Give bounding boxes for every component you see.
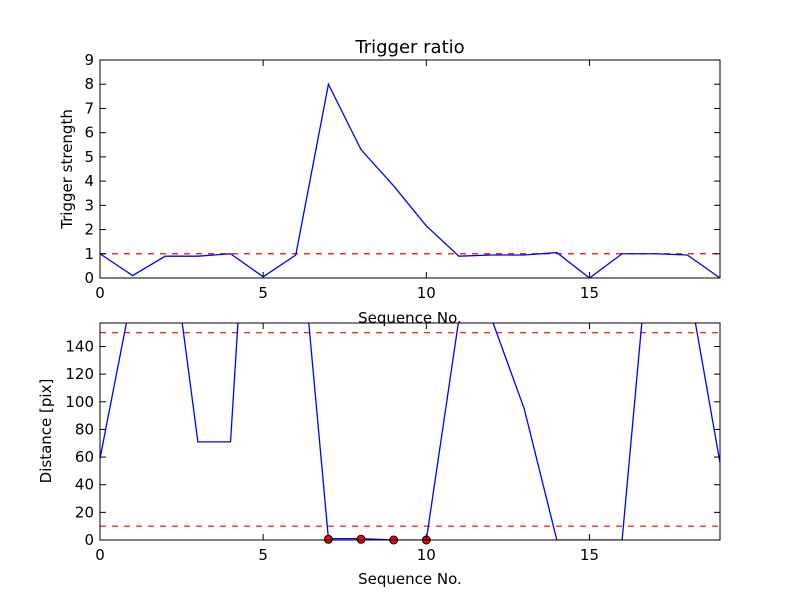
top-y-tick-label: 2 xyxy=(84,221,94,239)
top-x-tick-label: 15 xyxy=(580,284,599,302)
bottom-y-tick-label: 140 xyxy=(65,337,94,355)
bottom-y-tick-label: 120 xyxy=(65,365,94,383)
top-plot-area: 0 5 10 15 0 1 2 3 4 5 6 7 8 9 xyxy=(84,51,721,302)
bottom-series-line xyxy=(100,323,720,540)
top-x-axis-label: Sequence No. xyxy=(358,309,462,327)
top-y-axis-label: Trigger strength xyxy=(58,109,76,230)
top-x-tick-label: 5 xyxy=(258,284,268,302)
bottom-y-tick-label: 0 xyxy=(84,531,94,549)
top-y-tick-label: 4 xyxy=(84,172,94,190)
bottom-axes-frame xyxy=(99,322,721,541)
bottom-y-tick-label: 80 xyxy=(75,420,94,438)
top-y-tick-label: 6 xyxy=(84,124,94,142)
bottom-x-tick-label: 15 xyxy=(580,546,599,564)
bottom-x-tick-label: 10 xyxy=(417,546,436,564)
bottom-x-tick-label: 5 xyxy=(258,546,268,564)
bottom-subplot: 0 5 10 15 0 20 40 60 80 100 120 140 Sequence No. Di… xyxy=(37,322,721,588)
top-y-tick-label: 7 xyxy=(84,99,94,117)
top-y-tick-label: 5 xyxy=(84,148,94,166)
bottom-data-marker xyxy=(356,534,366,544)
top-axes-frame xyxy=(99,59,721,279)
bottom-x-axis-label: Sequence No. xyxy=(358,570,462,588)
bottom-x-tick-label: 0 xyxy=(95,546,105,564)
top-y-tick-label: 8 xyxy=(84,75,94,93)
bottom-y-tick-label: 40 xyxy=(75,476,94,494)
top-y-tick-label: 9 xyxy=(84,51,94,69)
top-y-tick-label: 0 xyxy=(84,269,94,287)
bottom-y-tick-label: 20 xyxy=(75,503,94,521)
bottom-y-tick-label: 100 xyxy=(65,393,94,411)
top-x-tick-label: 10 xyxy=(417,284,436,302)
top-y-tick-label: 3 xyxy=(84,196,94,214)
bottom-data-marker xyxy=(323,534,333,544)
bottom-plot-area: 0 5 10 15 0 20 40 60 80 100 120 140 xyxy=(65,322,721,564)
top-chart-title: Trigger ratio xyxy=(354,37,464,58)
top-y-tick-label: 1 xyxy=(84,245,94,263)
bottom-y-tick-label: 60 xyxy=(75,448,94,466)
top-x-tick-label: 0 xyxy=(95,284,105,302)
bottom-y-axis-label: Distance [pix] xyxy=(37,379,55,484)
top-series-line xyxy=(100,82,720,278)
